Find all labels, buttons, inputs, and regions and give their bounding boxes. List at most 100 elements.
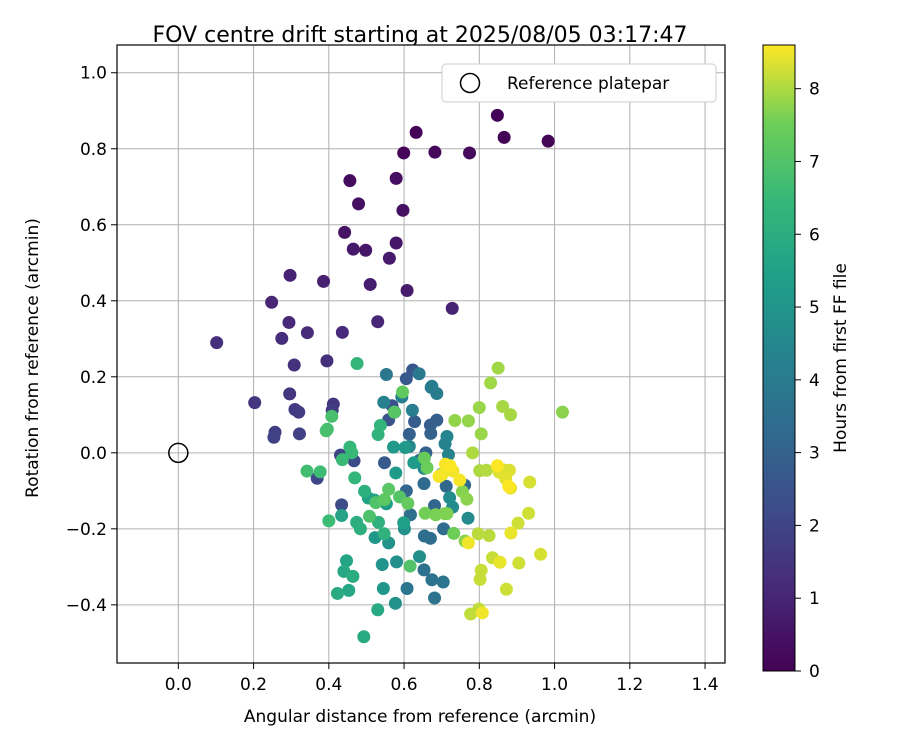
scatter-point bbox=[387, 440, 401, 454]
scatter-point bbox=[379, 368, 393, 382]
scatter-point bbox=[248, 396, 262, 410]
scatter-point bbox=[330, 586, 344, 600]
scatter-point bbox=[555, 405, 569, 419]
chart-title: FOV centre drift starting at 2025/08/05 … bbox=[153, 23, 688, 48]
y-tick-label: −0.4 bbox=[66, 596, 107, 616]
legend-box bbox=[441, 63, 717, 103]
y-tick-label: −0.2 bbox=[66, 520, 107, 540]
scatter-point bbox=[350, 357, 364, 371]
scatter-point bbox=[466, 446, 480, 460]
scatter-point bbox=[363, 277, 377, 291]
scatter-point bbox=[403, 559, 417, 573]
scatter-point bbox=[402, 427, 416, 441]
scatter-point bbox=[425, 573, 439, 587]
scatter-point bbox=[522, 506, 536, 520]
scatter-point bbox=[445, 301, 459, 315]
scatter-point bbox=[378, 493, 392, 507]
scatter-point bbox=[432, 469, 446, 483]
legend: Reference platepar bbox=[441, 63, 717, 103]
scatter-point bbox=[502, 479, 516, 493]
scatter-point bbox=[346, 569, 360, 583]
scatter-point bbox=[292, 405, 306, 419]
scatter-point bbox=[338, 225, 352, 239]
scatter-point bbox=[424, 426, 438, 440]
scatter-point bbox=[412, 550, 426, 564]
colorbar: 0 1 2 3 4 5 6 7 8 Hours from first FF file bbox=[762, 44, 851, 682]
scatter-point bbox=[283, 387, 297, 401]
plot-area: 0.0 0.2 0.4 0.6 0.8 1.0 1.2 1.4 −0.4−0.20.00.20… bbox=[66, 44, 726, 695]
scatter-point bbox=[377, 527, 391, 541]
scatter-point bbox=[461, 414, 475, 428]
scatter-point bbox=[490, 459, 504, 473]
scatter-point bbox=[491, 361, 505, 375]
colorbar-tick-label: 3 bbox=[809, 444, 820, 464]
scatter-point bbox=[401, 496, 415, 510]
scatter-point bbox=[430, 387, 444, 401]
scatter-point bbox=[399, 372, 413, 386]
colorbar-tick-label: 6 bbox=[809, 225, 820, 245]
scatter-point bbox=[335, 453, 349, 467]
scatter-point bbox=[348, 471, 362, 485]
scatter-point bbox=[320, 354, 334, 368]
scatter-point bbox=[389, 466, 403, 480]
scatter-point bbox=[409, 125, 423, 139]
scatter-point bbox=[210, 336, 224, 350]
scatter-point bbox=[497, 130, 511, 144]
scatter-point bbox=[390, 555, 404, 569]
scatter-point bbox=[345, 446, 359, 460]
reference-platepar-marker bbox=[168, 442, 189, 464]
scatter-point bbox=[376, 582, 390, 596]
scatter-point bbox=[493, 555, 507, 569]
y-tick-label: 1.0 bbox=[80, 64, 107, 84]
scatter-point bbox=[335, 509, 349, 523]
scatter-point bbox=[405, 403, 419, 417]
colorbar-tick-label: 4 bbox=[809, 371, 820, 391]
scatter-point bbox=[534, 547, 548, 561]
scatter-point bbox=[313, 465, 327, 479]
x-tick-label: 0.8 bbox=[466, 675, 493, 695]
scatter-point bbox=[523, 475, 537, 489]
scatter-point bbox=[460, 492, 474, 506]
scatter-point bbox=[447, 526, 461, 540]
scatter-point bbox=[420, 461, 434, 475]
scatter-point bbox=[417, 529, 431, 543]
scatter-point bbox=[475, 606, 489, 620]
scatter-point bbox=[359, 243, 373, 257]
scatter-point bbox=[283, 268, 297, 282]
scatter-point bbox=[346, 242, 360, 256]
scatter-point bbox=[335, 498, 349, 512]
colorbar-tick-label: 0 bbox=[809, 662, 820, 682]
colorbar-label: Hours from first FF file bbox=[831, 263, 851, 453]
x-axis: 0.0 0.2 0.4 0.6 0.8 1.0 1.2 1.4 bbox=[165, 663, 719, 695]
scatter-point bbox=[375, 558, 389, 572]
scatter-point bbox=[471, 527, 485, 541]
scatter-point bbox=[389, 171, 403, 185]
colorbar-tick-label: 8 bbox=[809, 80, 820, 100]
scatter-point bbox=[448, 414, 462, 428]
scatter-point bbox=[398, 440, 412, 454]
scatter-point bbox=[437, 522, 451, 536]
scatter-point bbox=[541, 134, 555, 148]
scatter-point bbox=[436, 575, 450, 589]
scatter-point bbox=[319, 424, 333, 438]
y-tick-label: 0.6 bbox=[80, 216, 107, 236]
scatter-point bbox=[400, 284, 414, 298]
scatter-point bbox=[265, 295, 279, 309]
scatter-point bbox=[343, 174, 357, 188]
colorbar-tick-label: 2 bbox=[809, 516, 820, 536]
scatter-point bbox=[461, 536, 475, 550]
colorbar-tick-label: 1 bbox=[809, 589, 820, 609]
scatter-point bbox=[353, 522, 367, 536]
scatter-point bbox=[287, 358, 301, 372]
scatter-point bbox=[373, 418, 387, 432]
scatter-point bbox=[440, 507, 454, 521]
scatter-point bbox=[440, 429, 454, 443]
scatter-point bbox=[499, 582, 513, 596]
scatter-point bbox=[417, 563, 431, 577]
scatter-point bbox=[317, 274, 331, 288]
scatter-point bbox=[322, 514, 336, 528]
colorbar-tick-label: 7 bbox=[809, 152, 820, 172]
legend-label: Reference platepar bbox=[507, 74, 669, 94]
scatter-point bbox=[357, 630, 371, 644]
